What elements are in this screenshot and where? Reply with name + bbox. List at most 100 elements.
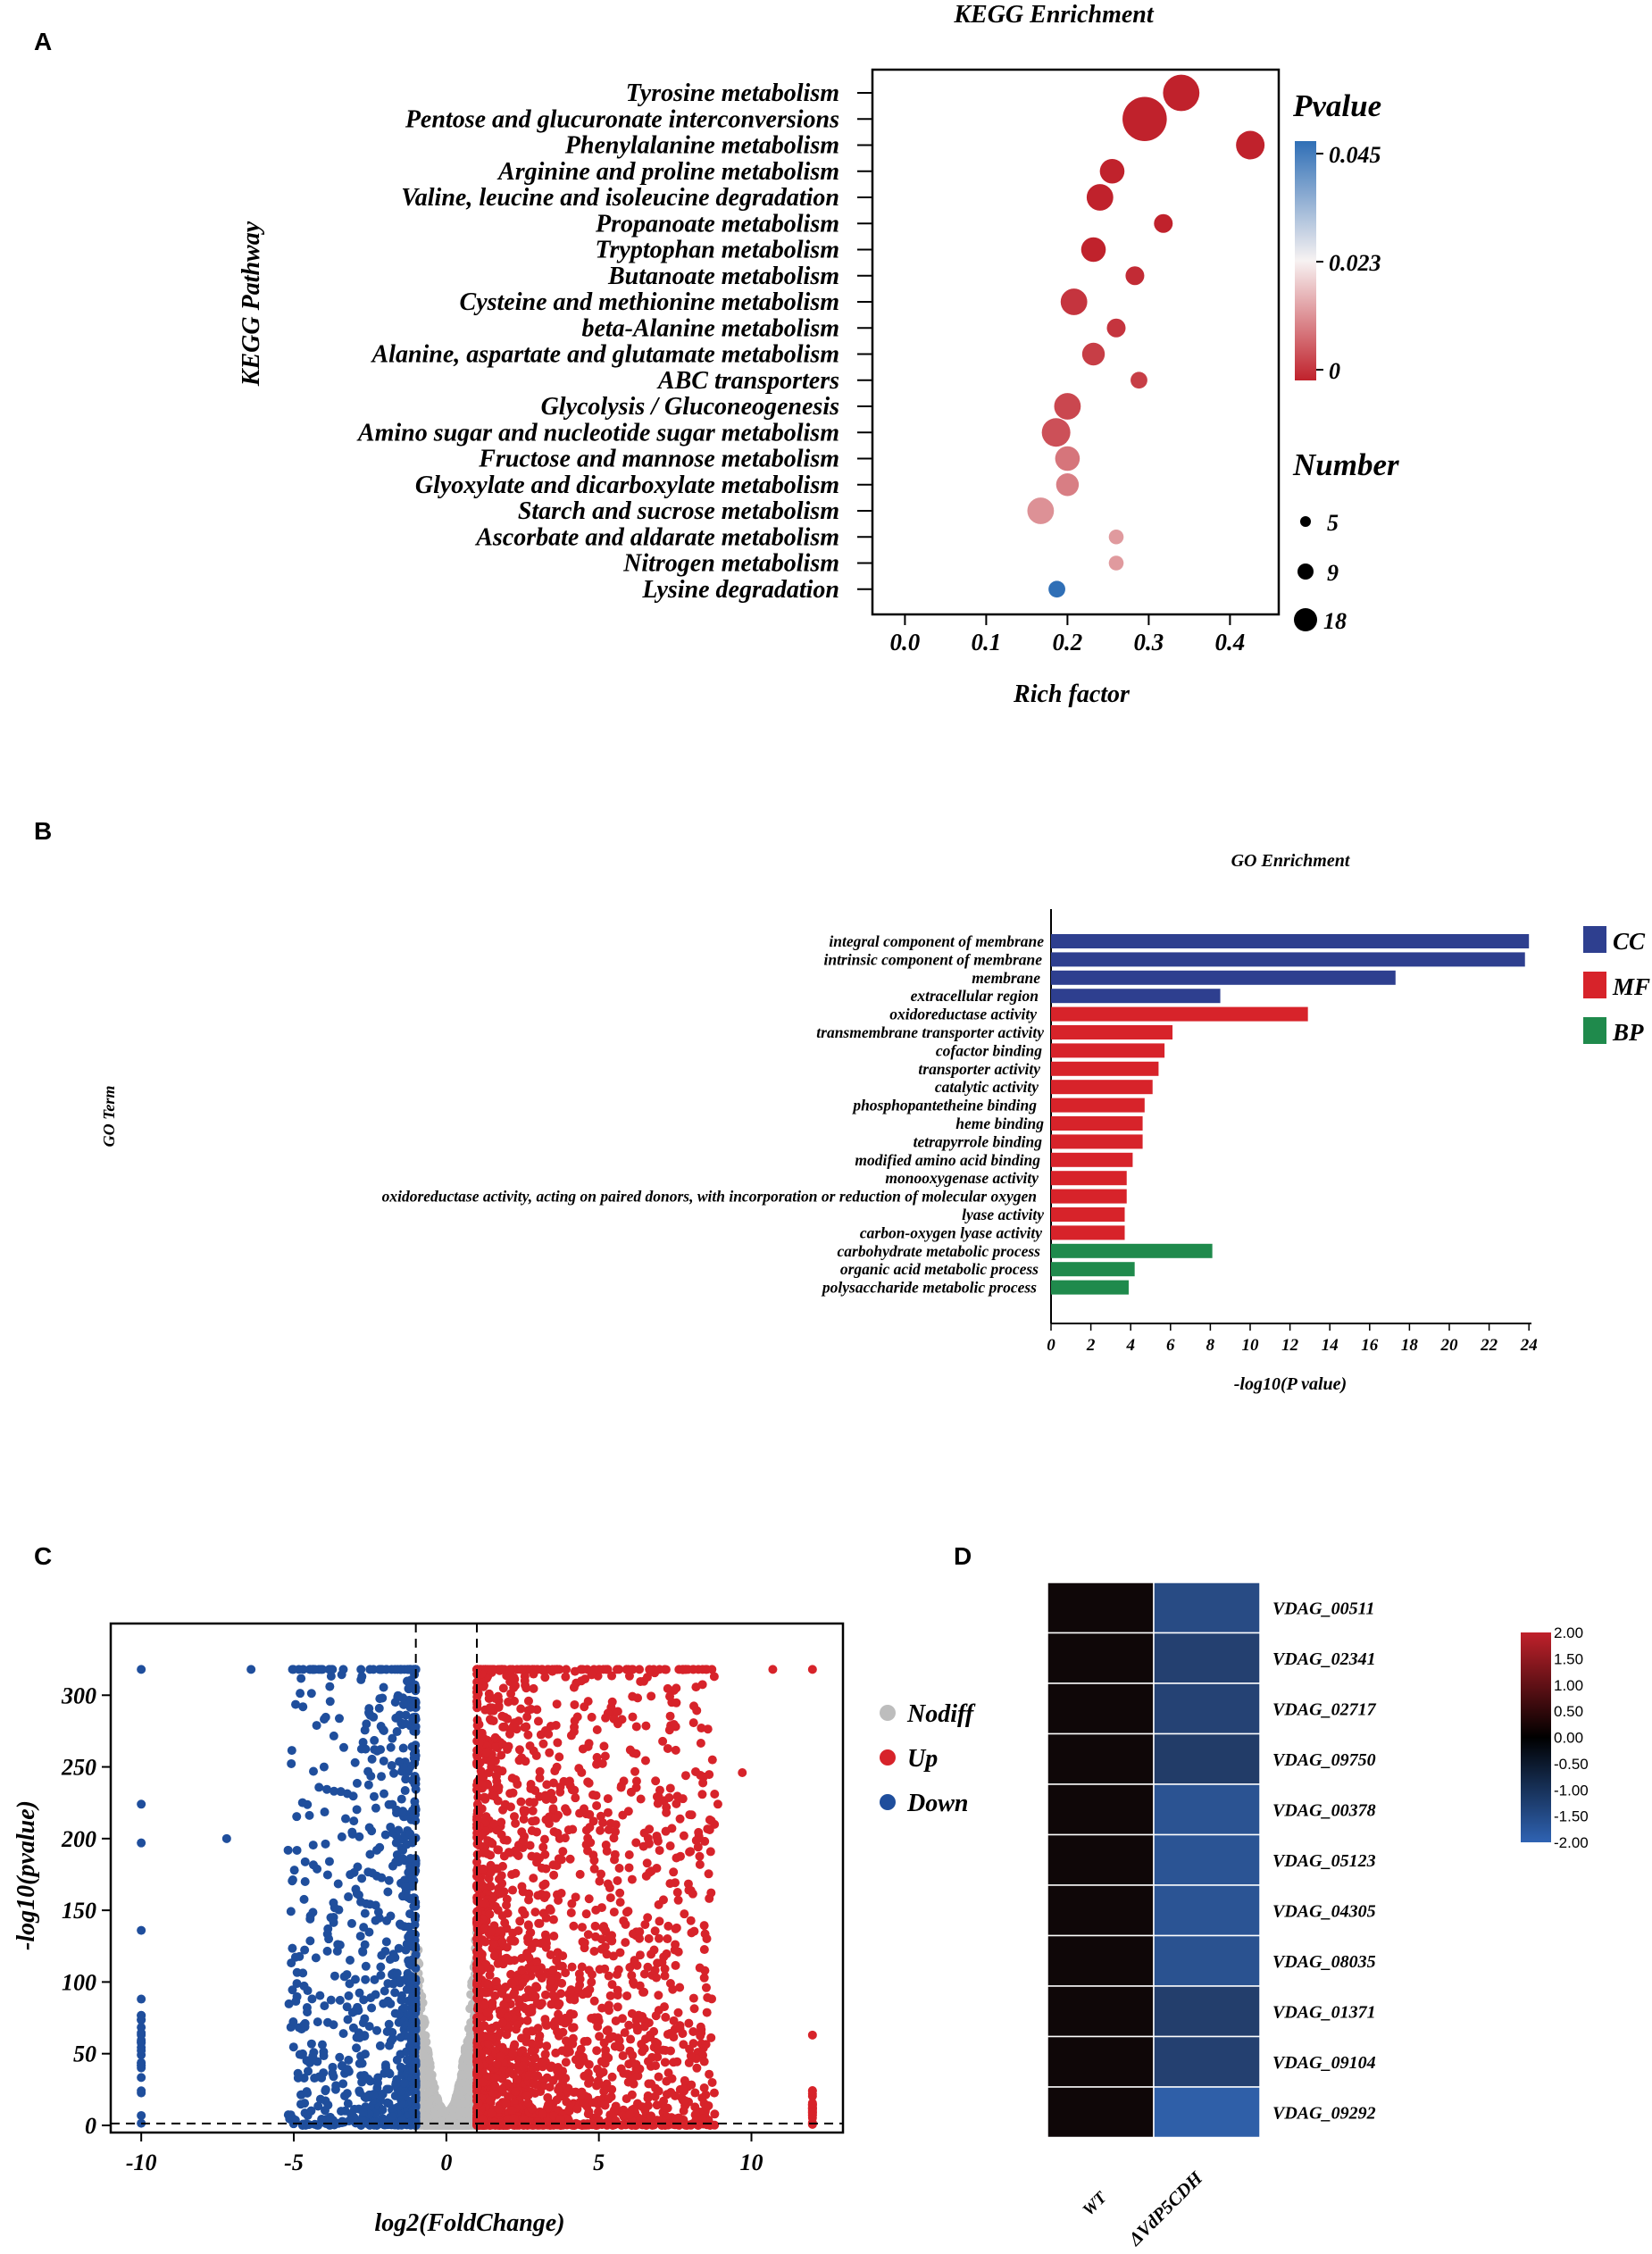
down-point [330,1903,339,1913]
down-point [352,1889,362,1899]
up-point [628,1712,638,1722]
down-point [391,1838,401,1848]
up-point [507,2106,517,2116]
go-title: GO Enrichment [1231,851,1351,871]
nodiff-point [459,2099,469,2108]
up-point [665,1979,675,1989]
down-point [296,2049,306,2059]
up-point [687,2080,697,2090]
up-point [565,1994,575,2004]
volcano-x-tick-label: -5 [284,2150,304,2175]
go-legend-label: BP [1612,1019,1644,1046]
nodiff-point [424,2087,434,2097]
kegg-point [1108,555,1124,571]
down-point [396,1794,406,1804]
down-point [318,1665,328,1674]
down-point [372,1845,382,1855]
down-point [337,2107,346,2116]
up-point [531,1982,541,1991]
up-point [520,1676,530,1686]
down-point [330,1786,339,1796]
down-point [375,2090,385,2100]
up-point [508,1928,518,1938]
up-point [489,1951,499,1961]
up-point [535,1774,545,1783]
down-point [387,1761,396,1771]
up-point [688,1718,698,1728]
up-point [492,1864,502,1874]
up-point [496,2051,505,2061]
up-point [680,1665,690,1674]
down-point [342,2002,352,2012]
nodiff-point [464,2034,474,2044]
kegg-point [1108,529,1124,545]
down-point [358,1946,368,1956]
down-point [350,1757,360,1767]
down-point [330,1971,339,1981]
up-point [494,1701,504,1711]
size-legend-dot [1300,516,1311,527]
up-point [593,2107,603,2116]
up-point [599,1741,609,1751]
up-point [673,2008,683,2017]
down-point [289,1866,299,1875]
up-point [611,1820,621,1830]
up-point [564,1776,574,1786]
up-point [509,1673,519,1682]
down-point [360,2049,370,2059]
up-point [551,2048,561,2058]
up-point [706,1888,716,1898]
up-point [587,2014,597,2024]
down-point [373,2078,383,2088]
down-point [137,1665,146,1674]
up-point [584,1894,594,1904]
kegg-pathway-label: Amino sugar and nucleotide sugar metabol… [356,419,839,447]
heatmap-cell [1047,1934,1155,1987]
down-point [345,1979,355,1989]
go-legend-label: MF [1612,973,1650,1000]
up-point [521,1757,530,1766]
up-point [807,1665,817,1674]
up-point [473,1682,483,1691]
up-point [537,2058,546,2068]
up-point [496,1830,506,1840]
go-term-label: phosphopantetheine binding [851,1097,1037,1114]
up-point [561,2058,571,2067]
go-term-label: tetrapyrrole binding [914,1132,1043,1150]
up-point [672,1799,681,1808]
up-point [490,1732,500,1742]
nodiff-point [418,1998,428,2008]
heatmap-colorbar-tick: -2.00 [1554,1834,1589,1851]
down-point [402,2055,412,2065]
down-point [388,2027,397,2037]
volcano-x-tick-label: 5 [593,2150,605,2175]
kegg-point [1060,288,1088,315]
heatmap-colorbar-tick: -1.50 [1554,1808,1589,1825]
up-point [521,2091,531,2101]
volcano-legend-dot [880,1749,896,1766]
up-point [474,1728,484,1738]
up-point [565,2008,575,2018]
up-point [549,1932,559,1941]
down-point [400,1719,410,1729]
up-point [511,2087,521,2097]
up-point [520,1723,530,1732]
size-legend-label: 18 [1323,608,1347,634]
down-point [372,2025,382,2035]
kegg-point [1131,371,1147,389]
up-point [487,2108,496,2118]
up-point [491,1976,501,1986]
nodiff-point [465,2119,475,2129]
down-point [344,1991,354,2000]
down-point [306,1689,316,1699]
up-point [698,1778,708,1788]
up-point [604,1933,613,1943]
up-point [517,1882,527,1891]
volcano-x-axis-title: log2(FoldChange) [374,2209,564,2237]
up-point [550,1665,560,1674]
down-point [335,2052,345,2062]
up-point [539,1834,549,1844]
go-term-label: membrane [972,969,1040,987]
up-point [655,1916,664,1926]
up-point [710,1789,720,1799]
